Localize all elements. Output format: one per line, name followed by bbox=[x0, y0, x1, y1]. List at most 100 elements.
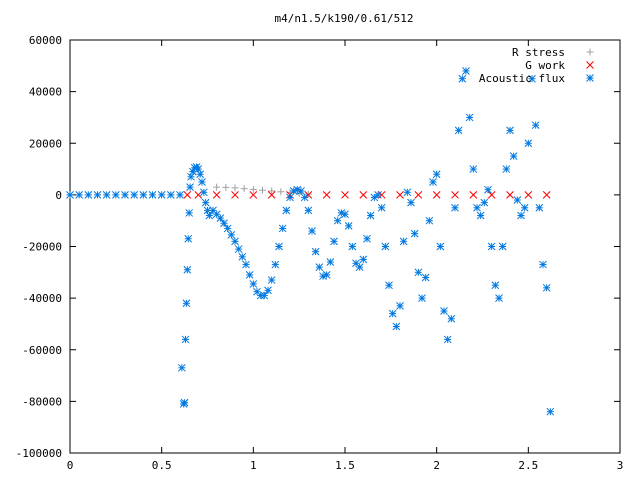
plot-area-frame bbox=[69, 39, 621, 454]
point-acoustic-flux bbox=[223, 224, 232, 233]
point-acoustic-flux bbox=[205, 211, 214, 220]
point-acoustic-flux bbox=[75, 191, 84, 199]
point-acoustic-flux bbox=[344, 221, 353, 230]
point-acoustic-flux bbox=[498, 242, 507, 251]
point-acoustic-flux bbox=[454, 126, 463, 135]
point-acoustic-flux bbox=[184, 234, 193, 243]
x-tick-label: 2 bbox=[433, 459, 440, 472]
point-g-work bbox=[469, 191, 478, 199]
point-r-stress bbox=[268, 187, 276, 195]
x-tick-label: 1.5 bbox=[335, 459, 355, 472]
point-acoustic-flux bbox=[198, 178, 206, 186]
point-acoustic-flux bbox=[166, 191, 175, 199]
point-acoustic-flux bbox=[473, 203, 481, 212]
point-g-work bbox=[377, 191, 386, 199]
point-acoustic-flux bbox=[93, 191, 102, 199]
point-acoustic-flux bbox=[480, 198, 489, 207]
point-acoustic-flux bbox=[509, 152, 518, 161]
point-r-stress bbox=[240, 185, 248, 193]
point-acoustic-flux bbox=[194, 165, 203, 173]
point-acoustic-flux bbox=[495, 294, 503, 302]
point-acoustic-flux bbox=[130, 191, 139, 199]
point-acoustic-flux bbox=[487, 242, 496, 251]
point-acoustic-flux bbox=[220, 219, 228, 228]
point-acoustic-flux bbox=[278, 224, 287, 233]
legend-label: G work bbox=[525, 59, 565, 72]
point-acoustic-flux bbox=[66, 191, 74, 199]
point-acoustic-flux bbox=[102, 191, 111, 199]
point-acoustic-flux bbox=[157, 191, 166, 199]
point-acoustic-flux bbox=[374, 191, 382, 199]
point-acoustic-flux bbox=[432, 170, 441, 179]
point-acoustic-flux bbox=[245, 271, 254, 279]
point-acoustic-flux bbox=[513, 196, 522, 204]
point-g-work bbox=[542, 191, 551, 199]
point-acoustic-flux bbox=[121, 191, 129, 199]
point-acoustic-flux bbox=[476, 211, 485, 220]
point-acoustic-flux bbox=[524, 139, 533, 148]
y-tick-label: -100000 bbox=[16, 447, 62, 460]
point-acoustic-flux bbox=[418, 294, 426, 302]
point-acoustic-flux bbox=[392, 322, 401, 331]
point-g-work bbox=[359, 191, 368, 199]
legend-marker-g-work bbox=[586, 61, 594, 69]
point-acoustic-flux bbox=[531, 121, 540, 130]
point-acoustic-flux bbox=[231, 237, 239, 246]
point-r-stress bbox=[213, 183, 221, 191]
series-g-work bbox=[183, 191, 551, 199]
point-acoustic-flux bbox=[181, 335, 190, 344]
point-acoustic-flux bbox=[300, 193, 309, 202]
point-acoustic-flux bbox=[311, 247, 320, 256]
point-acoustic-flux bbox=[286, 193, 294, 202]
point-acoustic-flux bbox=[396, 302, 404, 310]
point-acoustic-flux bbox=[502, 165, 511, 173]
point-acoustic-flux bbox=[289, 187, 298, 195]
point-acoustic-flux bbox=[363, 234, 371, 243]
legend-item-g-work: G work bbox=[525, 59, 594, 72]
point-g-work bbox=[432, 191, 441, 199]
y-tick-label: -80000 bbox=[22, 395, 62, 408]
chart-title: m4/n1.5/k190/0.61/512 bbox=[274, 12, 413, 25]
point-acoustic-flux bbox=[542, 283, 551, 292]
legend-label: Acoustic flux bbox=[479, 72, 565, 85]
point-acoustic-flux bbox=[260, 291, 269, 300]
point-acoustic-flux bbox=[201, 198, 210, 207]
x-tick-label: 1 bbox=[250, 459, 257, 472]
point-acoustic-flux bbox=[326, 258, 335, 266]
point-acoustic-flux bbox=[458, 74, 467, 83]
point-acoustic-flux bbox=[385, 281, 393, 290]
point-r-stress bbox=[231, 184, 239, 192]
point-acoustic-flux bbox=[469, 165, 478, 173]
point-acoustic-flux bbox=[275, 242, 283, 251]
point-acoustic-flux bbox=[209, 206, 217, 215]
point-acoustic-flux bbox=[111, 191, 120, 199]
x-tick-label: 0.5 bbox=[152, 459, 172, 472]
point-acoustic-flux bbox=[84, 191, 93, 199]
point-acoustic-flux bbox=[399, 237, 408, 246]
point-g-work bbox=[396, 191, 404, 199]
point-acoustic-flux bbox=[264, 286, 272, 295]
point-g-work bbox=[451, 191, 459, 199]
point-g-work bbox=[212, 191, 221, 199]
point-acoustic-flux bbox=[539, 260, 547, 269]
point-acoustic-flux bbox=[484, 185, 492, 194]
point-acoustic-flux bbox=[414, 268, 423, 277]
point-g-work bbox=[414, 191, 423, 199]
point-acoustic-flux bbox=[139, 191, 148, 199]
point-acoustic-flux bbox=[517, 211, 525, 220]
point-acoustic-flux bbox=[216, 214, 225, 222]
point-g-work bbox=[487, 191, 496, 199]
point-acoustic-flux bbox=[388, 309, 397, 318]
point-acoustic-flux bbox=[341, 210, 349, 219]
point-acoustic-flux bbox=[440, 307, 448, 315]
y-tick-label: -60000 bbox=[22, 344, 62, 357]
point-acoustic-flux bbox=[447, 314, 456, 323]
point-acoustic-flux bbox=[148, 191, 157, 199]
point-g-work bbox=[183, 191, 192, 199]
point-acoustic-flux bbox=[238, 252, 247, 261]
point-g-work bbox=[506, 191, 514, 199]
point-acoustic-flux bbox=[425, 216, 434, 225]
point-g-work bbox=[267, 191, 276, 199]
